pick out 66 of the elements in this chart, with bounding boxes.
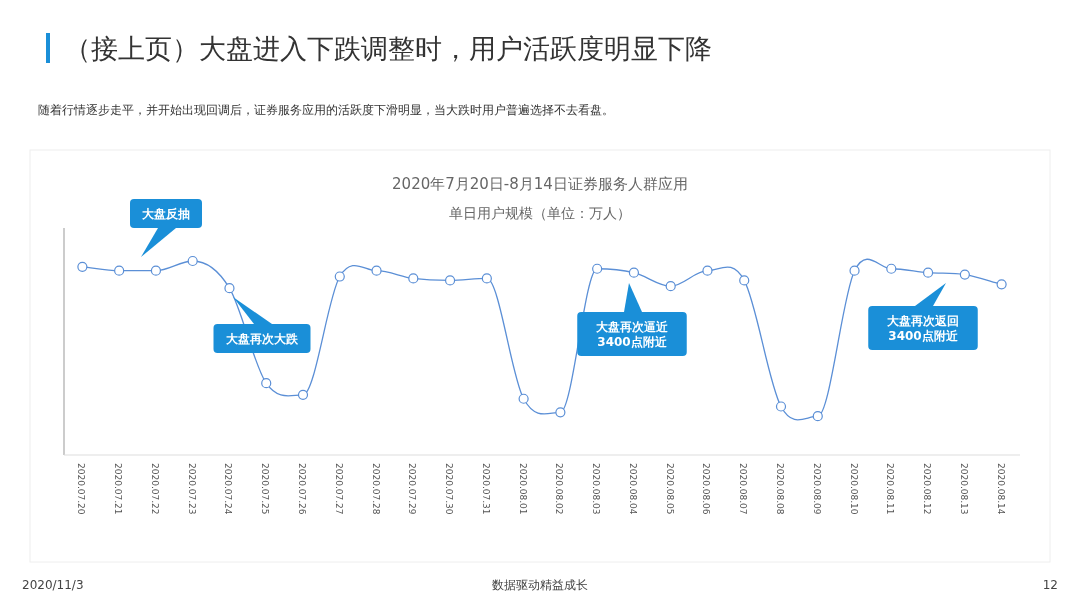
point	[739, 275, 750, 286]
x-tick-label: 2020.08.05	[664, 463, 675, 515]
x-tick-label: 2020.07.24	[223, 463, 234, 515]
x-tick-label: 2020.08.10	[848, 463, 859, 515]
annotation: 大盘再次逼近 3400点附近	[596, 320, 669, 349]
x-tick-label: 2020.08.06	[701, 463, 712, 515]
x-tick-label: 2020.07.25	[260, 463, 271, 515]
x-tick-label: 2020.07.31	[480, 463, 491, 515]
x-tick-label: 2020.08.12	[922, 463, 933, 515]
point	[371, 265, 382, 276]
x-tick-label: 2020.07.22	[149, 463, 160, 515]
callout: 大盘反抽	[130, 199, 202, 257]
point	[150, 265, 162, 276]
x-tick-label: 2020.08.13	[958, 463, 969, 515]
point	[224, 283, 235, 294]
x-tick-label: 2020.07.26	[297, 463, 307, 515]
x-tick-label: 2020.07.29	[407, 463, 418, 515]
x-tick-label: 2020.08.08	[775, 463, 785, 515]
point	[297, 389, 309, 400]
x-tick-label: 2020.08.03	[591, 463, 602, 515]
callout: 大盘再次返回 3400点附近	[868, 283, 978, 350]
point	[114, 265, 125, 276]
point	[702, 265, 713, 276]
text: 2020/11/3	[22, 578, 84, 592]
text: 12	[1042, 578, 1058, 592]
point	[187, 255, 198, 267]
annotation: 大盘再次返回 3400点附近	[887, 314, 959, 343]
annotation: 大盘再次大跌	[226, 332, 299, 346]
point	[922, 267, 934, 278]
x-tick-label: 2020.07.28	[370, 463, 381, 515]
point	[555, 407, 566, 418]
x-tick-label: 2020.08.14	[995, 463, 1006, 515]
text: 2020年7月20日-8月14日证券服务人群应用	[392, 175, 688, 193]
text: 单日用户规模（单位：万人）	[449, 205, 631, 221]
point	[77, 261, 88, 272]
callout: 大盘再次大跌	[213, 297, 311, 353]
point	[665, 281, 676, 292]
point	[959, 269, 970, 280]
point	[592, 263, 603, 274]
x-tick-label: 2020.08.07	[738, 463, 749, 515]
x-tick-label: 2020.07.23	[186, 463, 197, 515]
callout: 大盘再次逼近 3400点附近	[577, 283, 687, 356]
point	[996, 279, 1007, 290]
x-tick-label: 2020.08.11	[885, 463, 896, 515]
point	[886, 263, 897, 274]
x-tick-label: 2020.08.04	[627, 463, 638, 515]
point	[628, 267, 640, 278]
x-tick-label: 2020.07.20	[76, 463, 87, 515]
point	[408, 273, 419, 284]
text: 数据驱动精益成长	[492, 578, 588, 592]
point	[334, 271, 345, 282]
point	[812, 411, 823, 422]
point	[481, 273, 492, 284]
x-tick-label: 2020.08.01	[517, 463, 528, 515]
point	[849, 265, 860, 276]
x-tick-label: 2020.07.21	[113, 463, 124, 515]
x-tick-label: 2020.07.27	[333, 463, 344, 515]
point	[261, 378, 272, 389]
x-tick-label: 2020.08.02	[554, 463, 565, 515]
chart-subtitle: 随着行情逐步走平，并开始出现回调后，证券服务应用的活跃度下滑明显，当大跌时用户普遍选择不去看盘。	[38, 103, 614, 117]
point	[775, 401, 787, 412]
chart-title: （接上页）大盘进入下跌调整时，用户活跃度明显下降	[64, 33, 712, 64]
point	[444, 275, 456, 286]
point	[518, 393, 529, 404]
x-tick-label: 2020.08.09	[811, 463, 822, 515]
x-tick-label: 2020.07.30	[444, 463, 455, 515]
